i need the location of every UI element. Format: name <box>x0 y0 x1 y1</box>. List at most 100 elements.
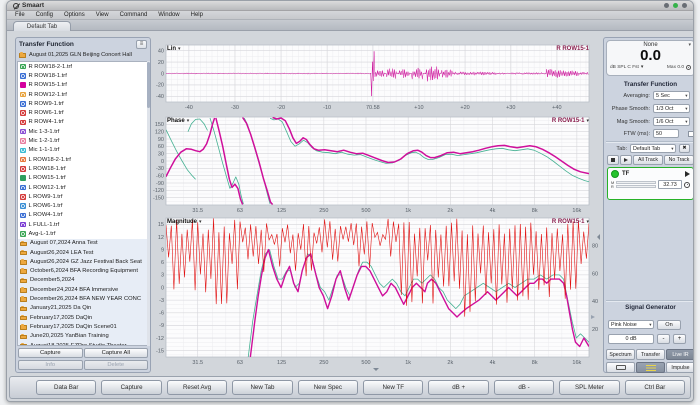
trf-file-row[interactable]: L ROW18-2-1.trf <box>18 155 148 164</box>
session-folder-item[interactable]: December24,2024 BFA Immersive <box>18 285 148 294</box>
menu-file[interactable]: File <box>15 12 25 18</box>
trf-file-row[interactable]: L ROW9-1.trf <box>18 192 148 201</box>
ctrl-bar-button[interactable]: Ctrl Bar <box>625 380 685 395</box>
generator-on-button[interactable]: On <box>657 320 681 330</box>
trf-file-row[interactable]: L ROW18-1.trf <box>18 164 148 173</box>
tab-tools-icon[interactable] <box>679 144 690 153</box>
tab-select-dropdown[interactable]: Default Tab <box>630 144 676 153</box>
setting-dropdown[interactable]: 1/3 Oct <box>653 104 690 113</box>
db-minus-button[interactable]: dB - <box>494 380 554 395</box>
measurement-active-dot[interactable] <box>611 170 619 178</box>
view-spectrum-button[interactable]: Spectrum <box>606 349 635 360</box>
menu-config[interactable]: Config <box>36 12 53 18</box>
menu-options[interactable]: Options <box>64 12 85 18</box>
session-folder-item[interactable]: August18,2025 EZPro Studio Theater <box>18 341 148 346</box>
setting-dropdown[interactable]: 5 Sec <box>653 91 690 100</box>
capture-all-button[interactable]: Capture All <box>84 348 149 358</box>
pane-collapse-handle[interactable] <box>373 368 379 371</box>
no-track-button[interactable]: No Track <box>664 155 694 165</box>
gear-icon[interactable] <box>686 65 691 70</box>
new-spec-button[interactable]: New Spec <box>298 380 358 395</box>
trf-file-row[interactable]: Mic 1-2-1.trf <box>18 136 148 145</box>
generator-type-row: Pink Noise On <box>608 319 693 330</box>
generator-type-dropdown[interactable]: Pink Noise <box>608 320 654 329</box>
spl-weighting-dropdown[interactable]: dB SPL C Fst <box>610 64 643 70</box>
menu-view[interactable]: View <box>96 12 109 18</box>
trf-file-row[interactable]: R ROW15-1.trf <box>18 81 148 90</box>
trf-file-row[interactable]: L ROW4-1.trf <box>18 211 148 220</box>
list-scrollbar[interactable] <box>147 61 150 346</box>
scrollbar-thumb[interactable] <box>147 62 150 108</box>
svg-text:8k: 8k <box>532 208 538 214</box>
level-plus-button[interactable]: + <box>673 334 686 344</box>
trf-file-row[interactable]: Mic 1-3-1.trf <box>18 127 148 136</box>
spl-meter-button[interactable]: SPL Meter <box>559 380 619 395</box>
sidebar-menu-icon[interactable] <box>136 40 147 49</box>
window-maximize-button[interactable] <box>673 3 678 8</box>
trf-file-row[interactable]: L ROW15-1.trf <box>18 174 148 183</box>
view-live-ir-button[interactable]: Live IR <box>666 349 694 360</box>
session-folder-item[interactable]: August26,2024 GZ Jazz Festival Back Seat <box>18 257 148 266</box>
impulse-button[interactable]: Impulse <box>666 362 694 373</box>
trf-file-row[interactable]: R ROW12-1.trf <box>18 90 148 99</box>
titlebar[interactable]: Smaart <box>7 1 693 11</box>
window-minimize-button[interactable] <box>664 3 669 8</box>
lin-ir-view-button[interactable] <box>636 362 665 373</box>
all-track-button[interactable]: All Track <box>633 155 663 165</box>
delay-find-button[interactable] <box>684 182 690 188</box>
session-folder-item[interactable]: August26,2024 LEA Test <box>18 248 148 257</box>
panel-collapse-handle[interactable] <box>597 234 600 240</box>
trf-file-row[interactable]: R ROW4-1.trf <box>18 118 148 127</box>
info-button[interactable]: Info <box>18 360 83 370</box>
trf-file-row[interactable]: R ROW9-1.trf <box>18 99 148 108</box>
new-tf-button[interactable]: New TF <box>363 380 423 395</box>
ftw-input[interactable]: 50 <box>653 129 679 138</box>
trf-file-row[interactable]: R ROW18-1.trf <box>18 71 148 80</box>
stop-button[interactable] <box>607 155 619 165</box>
tab-default[interactable]: Default Tab <box>13 21 71 31</box>
ftw-checkbox[interactable] <box>688 131 694 137</box>
trf-file-row[interactable]: L FULL-1.trf <box>18 220 148 229</box>
session-folder-item[interactable]: December26,2024 BFA NEW YEAR CONC <box>18 294 148 303</box>
session-folder-item[interactable]: August 07,2024 Anna Test <box>18 239 148 248</box>
play-button[interactable] <box>620 155 632 165</box>
measurement-run-icon[interactable] <box>685 171 690 177</box>
data-bar-button[interactable]: Data Bar <box>36 380 96 395</box>
spl-source-dropdown[interactable]: None <box>610 42 691 48</box>
session-folder-item[interactable]: June20,2025 YanBian Training <box>18 332 148 341</box>
svg-text:-10: -10 <box>323 105 331 111</box>
window-close-button[interactable] <box>682 3 687 8</box>
session-folder-item[interactable]: February17,2025 DaQin <box>18 313 148 322</box>
new-tab-button[interactable]: New Tab <box>232 380 292 395</box>
file-name: R ROW12-1.trf <box>29 92 67 98</box>
generator-level-input[interactable]: 0 dB <box>608 334 654 344</box>
capture-button[interactable]: Capture <box>101 380 161 395</box>
setting-dropdown[interactable]: 1/6 Oct <box>653 117 690 126</box>
session-folder-row[interactable]: August 01,2025 GLN Beijing Concert Hall <box>16 50 150 60</box>
menu-help[interactable]: Help <box>191 12 203 18</box>
trace-file-list[interactable]: R ROW18-2-1.trfR ROW18-1.trfR ROW15-1.tr… <box>17 61 149 346</box>
capture-button[interactable]: Capture <box>18 348 83 358</box>
log-ir-view-button[interactable] <box>606 362 635 373</box>
trf-file-row[interactable]: R ROW18-2-1.trf <box>18 62 148 71</box>
level-minus-button[interactable]: - <box>657 334 670 344</box>
file-name: R ROW6-1.trf <box>29 110 64 116</box>
db-plus-button[interactable]: dB + <box>428 380 488 395</box>
trf-file-row[interactable]: Mic 1-1-1.trf <box>18 146 148 155</box>
envelope-icon <box>616 365 626 370</box>
reset-avg-button[interactable]: Reset Avg <box>167 380 227 395</box>
session-folder-item[interactable]: January21,2025 Da Qin <box>18 304 148 313</box>
trf-file-row[interactable]: L ROW12-1.trf <box>18 183 148 192</box>
trf-file-row[interactable]: R ROW6-1.trf <box>18 108 148 117</box>
delete-button[interactable]: Delete <box>84 360 149 370</box>
view-transfer-button[interactable]: Transfer <box>636 349 665 360</box>
trf-file-row[interactable]: Avg-L-1.trf <box>18 229 148 238</box>
tf-measurement-card[interactable]: TF M R 32.73 <box>607 167 694 200</box>
session-folder-item[interactable]: December5,2024 <box>18 276 148 285</box>
delay-value-input[interactable]: 32.73 <box>658 180 682 189</box>
trf-file-row[interactable]: L ROW6-1.trf <box>18 201 148 210</box>
menu-command[interactable]: Command <box>120 12 148 18</box>
session-folder-item[interactable]: October6,2024 BFA Recording Equipment <box>18 267 148 276</box>
session-folder-item[interactable]: February17,2025 DaQin Scene01 <box>18 322 148 331</box>
menu-window[interactable]: Window <box>158 12 179 18</box>
